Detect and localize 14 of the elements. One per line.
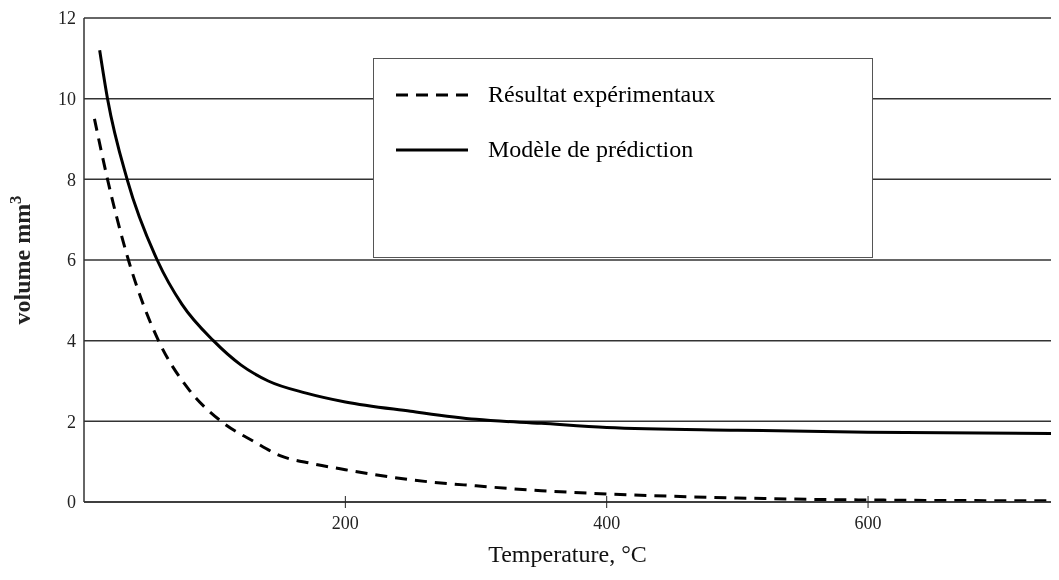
legend-label: Modèle de prédiction	[488, 136, 694, 163]
y-tick-label: 0	[67, 492, 76, 513]
y-tick-label: 2	[67, 411, 76, 432]
y-tick-label: 10	[58, 89, 76, 110]
x-tick-label: 400	[593, 512, 621, 533]
legend-label: Résultat expérimentaux	[488, 81, 716, 108]
line-series	[98, 48, 1051, 435]
x-axis-title: Temperature, °C	[488, 541, 647, 567]
x-tick-label: 200	[331, 512, 359, 533]
y-tick-label: 12	[58, 8, 76, 29]
y-tick-label: 6	[67, 250, 76, 271]
y-tick-label: 4	[67, 331, 76, 352]
x-tick-label: 600	[854, 512, 882, 533]
y-tick-label: 8	[67, 169, 76, 190]
